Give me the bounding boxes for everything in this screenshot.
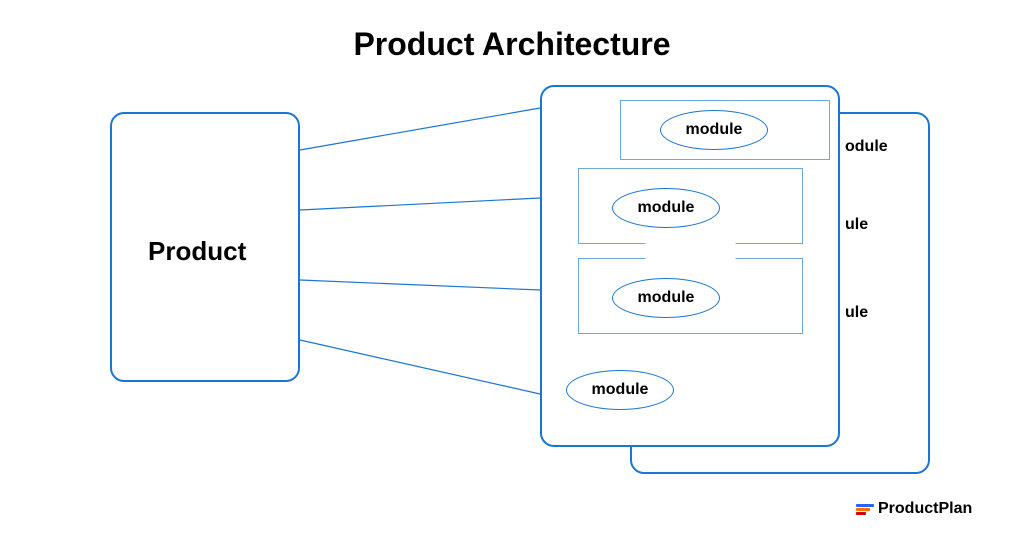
- logo-bars-icon: [856, 504, 874, 515]
- module-label: module: [686, 121, 743, 139]
- module-ellipse: module: [660, 110, 768, 150]
- module-ellipse: module: [612, 188, 720, 228]
- module-back-fragment: odule: [845, 138, 888, 156]
- module-back-fragment: ule: [845, 304, 868, 322]
- logo-text: ProductPlan: [878, 500, 972, 518]
- product-label: Product: [148, 236, 246, 267]
- module-ellipse: module: [566, 370, 674, 410]
- title-text: Product Architecture: [353, 26, 670, 62]
- module-label: module: [592, 381, 649, 399]
- module-label: module: [638, 199, 695, 217]
- module-ellipse: module: [612, 278, 720, 318]
- productplan-logo: ProductPlan: [856, 500, 972, 518]
- module-back-fragment: ule: [845, 216, 868, 234]
- module-label: module: [638, 289, 695, 307]
- page-title: Product Architecture: [0, 26, 1024, 63]
